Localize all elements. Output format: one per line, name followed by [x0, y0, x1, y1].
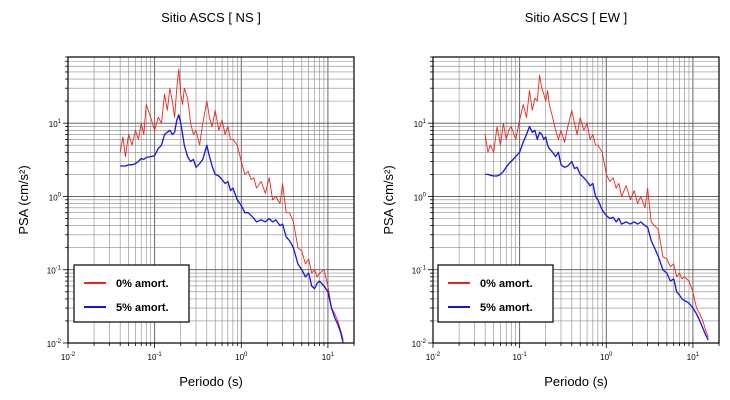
y-axis-label: PSA (cm/s²): [16, 165, 31, 234]
legend-label: 0% amort.: [480, 278, 533, 290]
chart-title: Sitio ASCS [ NS ]: [161, 10, 261, 25]
x-tick-label-base: 10: [513, 353, 522, 362]
x-tick-label-exponent: 0: [609, 352, 613, 358]
y-tick-label-exponent: 1: [58, 119, 62, 125]
chart-title: Sitio ASCS [ EW ]: [525, 10, 628, 25]
legend-box: [73, 264, 190, 323]
y-tick-label: 10-2: [47, 339, 62, 349]
series-line-0pct: [119, 68, 344, 341]
series-line-5pct: [120, 114, 344, 343]
legend-label: 0% amort.: [116, 278, 169, 290]
x-tick-label: 10-1: [148, 352, 163, 362]
y-tick-label: 10-2: [412, 339, 427, 349]
series-line-5pct: [485, 125, 709, 341]
y-tick-label-exponent: 0: [58, 192, 62, 198]
x-tick-label-exponent: 1: [696, 352, 700, 358]
x-tick-label: 100: [235, 352, 248, 362]
x-tick-label: 101: [687, 352, 700, 362]
y-tick-label: 100: [414, 192, 427, 202]
y-tick-label: 101: [49, 119, 62, 129]
legend-label: 5% amort.: [116, 302, 169, 314]
y-tick-label-base: 10: [412, 340, 421, 349]
y-tick-label-exponent: 0: [423, 192, 427, 198]
y-tick-label-base: 10: [49, 120, 58, 129]
legend-box: [437, 264, 554, 323]
y-tick-label-exponent: 1: [423, 119, 427, 125]
y-tick-label-base: 10: [414, 193, 423, 202]
x-tick-label: 10-1: [513, 352, 528, 362]
x-tick-label: 10-2: [426, 352, 441, 362]
y-tick-label-exponent: -1: [421, 266, 427, 272]
x-tick-label: 101: [322, 352, 335, 362]
x-tick-label: 100: [600, 352, 613, 362]
x-tick-label-exponent: -2: [435, 352, 441, 358]
x-tick-label-exponent: -1: [521, 352, 527, 358]
y-tick-label-base: 10: [49, 193, 58, 202]
y-tick-label-base: 10: [47, 340, 56, 349]
y-tick-label-base: 10: [414, 120, 423, 129]
legend-label: 5% amort.: [480, 302, 533, 314]
x-tick-label-base: 10: [687, 353, 696, 362]
x-tick-label-exponent: 1: [331, 352, 335, 358]
x-axis-label: Periodo (s): [544, 374, 608, 389]
x-tick-label-base: 10: [600, 353, 609, 362]
y-tick-label: 10-1: [47, 266, 62, 276]
y-tick-label-exponent: -2: [421, 339, 427, 345]
x-tick-label-exponent: 0: [244, 352, 248, 358]
x-tick-label-exponent: -1: [156, 352, 162, 358]
x-tick-label-base: 10: [148, 353, 157, 362]
x-tick-label: 10-2: [61, 352, 76, 362]
y-tick-label-exponent: -2: [56, 339, 62, 345]
y-tick-label: 100: [49, 192, 62, 202]
x-tick-label-base: 10: [322, 353, 331, 362]
x-tick-label-base: 10: [61, 353, 70, 362]
x-tick-label-base: 10: [235, 353, 244, 362]
x-tick-label-exponent: -2: [70, 352, 76, 358]
series-line-0pct: [484, 74, 709, 338]
y-tick-label-base: 10: [412, 267, 421, 276]
x-tick-label-base: 10: [426, 353, 435, 362]
y-tick-label: 101: [414, 119, 427, 129]
y-tick-label: 10-1: [412, 266, 427, 276]
y-axis-label: PSA (cm/s²): [381, 165, 396, 234]
y-tick-label-base: 10: [47, 267, 56, 276]
y-tick-label-exponent: -1: [56, 266, 62, 272]
x-axis-label: Periodo (s): [179, 374, 243, 389]
